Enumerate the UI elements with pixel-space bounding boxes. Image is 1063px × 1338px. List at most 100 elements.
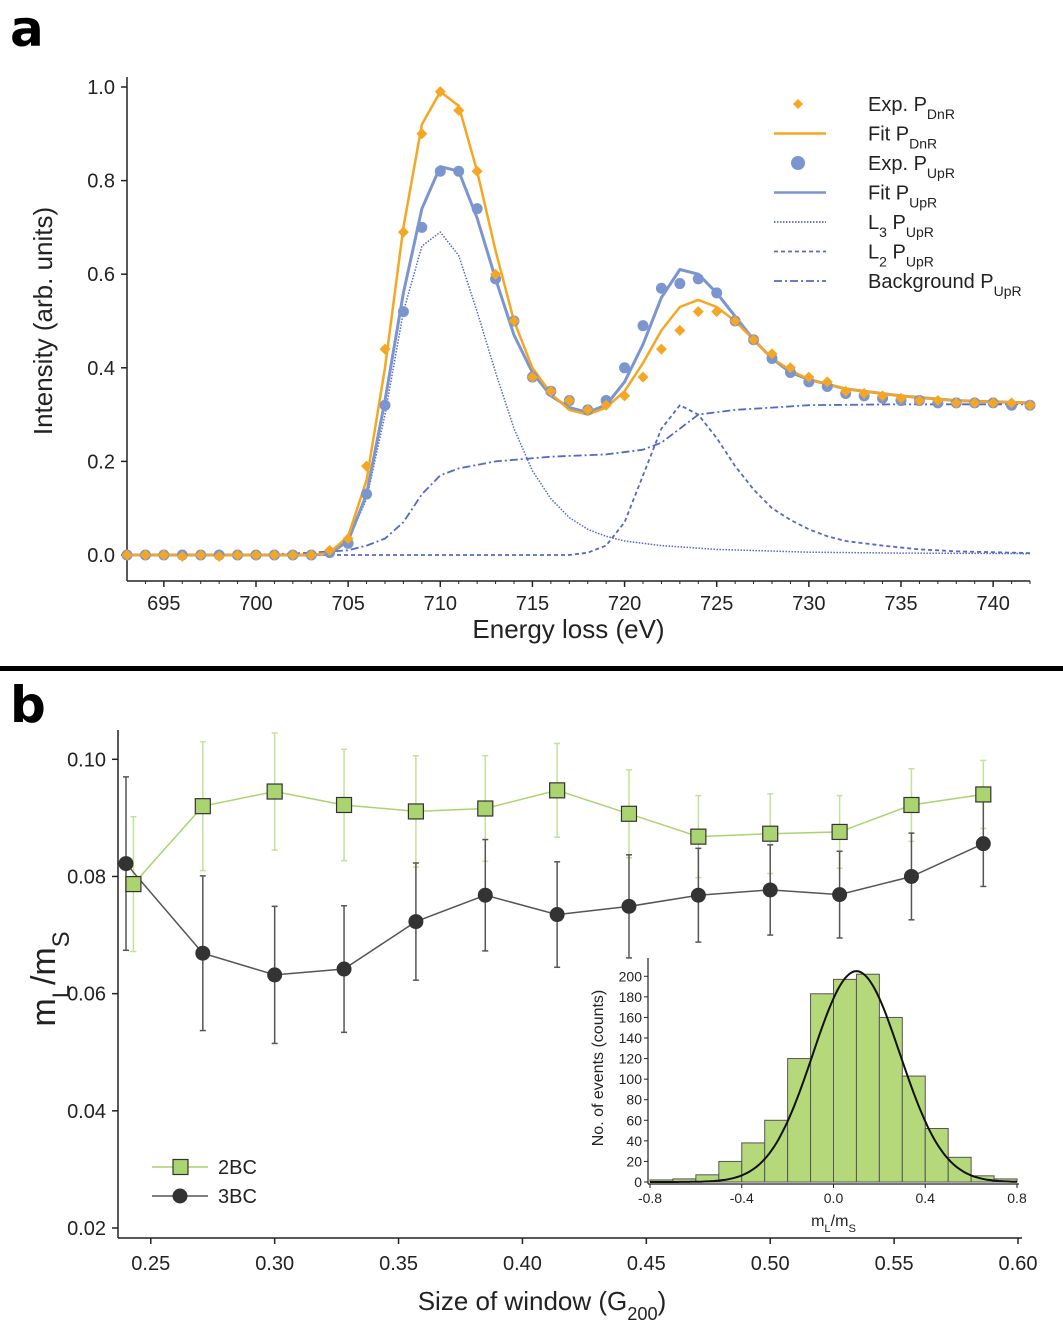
panel-b-point-3bc bbox=[762, 882, 778, 898]
panel-a-point-exp-dnr bbox=[379, 343, 391, 355]
panel-a-point-exp-dnr bbox=[932, 395, 944, 407]
panel-a-point-exp-dnr bbox=[158, 549, 170, 561]
panel-a-point-exp-dnr bbox=[748, 334, 760, 346]
panel-b-point-2bc bbox=[407, 803, 424, 820]
panel-a-x-tick-label: 725 bbox=[700, 593, 733, 615]
panel-b-x-axis-title-part: 200 bbox=[627, 1304, 657, 1324]
panel-a-x-tick-label: 740 bbox=[976, 593, 1009, 615]
panel-b-point-3bc bbox=[621, 898, 637, 914]
panel-a-point-exp-dnr bbox=[287, 549, 299, 561]
legend-a-entry: Fit PUpR bbox=[868, 183, 937, 211]
panel-b-point-3bc bbox=[408, 914, 424, 930]
panel-b-y-tick-label: 0.08 bbox=[67, 866, 106, 888]
inset-x-tick-label: -0.4 bbox=[730, 1190, 754, 1206]
panel-b-inset-histogram: 0 20 40 60 80 100 120 140 160 180 200 -0.8 -0.4 0.0 0.… bbox=[590, 956, 1027, 1235]
panel-a-y-tick-label: 0.6 bbox=[87, 264, 115, 286]
panel-b-x-tick-label: 0.50 bbox=[751, 1253, 790, 1275]
panel-b-point-2bc bbox=[125, 875, 142, 893]
panel-a-point-exp-dnr bbox=[361, 460, 373, 472]
inset-histogram-bar bbox=[878, 1016, 903, 1183]
panel-b-point-2bc bbox=[620, 805, 638, 822]
panel-a-y-tick-label: 0.2 bbox=[87, 451, 115, 473]
panel-a-x-tick-label: 720 bbox=[608, 593, 641, 615]
panel-b-x-axis-title: Size of window (G200) bbox=[418, 1286, 667, 1324]
inset-histogram-bar bbox=[855, 973, 880, 1183]
panel-a-point-exp-dnr bbox=[434, 86, 446, 98]
panel-b-point-2bc bbox=[549, 782, 566, 799]
inset-x-tick-label: 0.0 bbox=[824, 1190, 844, 1206]
panel-b-y-axis-title-part: /m bbox=[25, 947, 63, 985]
inset-y-tick-label: 200 bbox=[619, 968, 643, 984]
panel-a-series-background-p-upr bbox=[127, 403, 1030, 556]
panel-a-x-tick-label: 700 bbox=[239, 593, 272, 615]
inset-y-tick-label: 60 bbox=[626, 1112, 642, 1128]
panel-a-point-exp-dnr bbox=[655, 343, 667, 355]
panel-a-point-exp-dnr bbox=[139, 549, 151, 561]
inset-histogram-bar bbox=[833, 978, 857, 1183]
panel-b-chart: 0.020.040.060.080.100.25 0.30 0.35 0.40 0.45… bbox=[25, 730, 1037, 1324]
panel-b-x-tick-label: 0.30 bbox=[255, 1253, 294, 1275]
panel-a-point-exp-dnr bbox=[397, 226, 409, 238]
inset-y-tick-label: 0 bbox=[634, 1174, 642, 1190]
legend-a-entry-part: UpR bbox=[906, 224, 934, 240]
legend-a-entry-part: L bbox=[868, 212, 879, 234]
inset-x-tick-label: 0.4 bbox=[916, 1190, 936, 1206]
panel-b-point-3bc bbox=[549, 907, 565, 923]
legend-b-swatch-marker bbox=[172, 1158, 189, 1176]
panel-a-point-exp-dnr bbox=[711, 306, 723, 318]
panel-a-point-exp-upr bbox=[471, 203, 483, 215]
panel-a-point-exp-dnr bbox=[729, 315, 741, 327]
panel-b-point-2bc bbox=[194, 798, 211, 815]
panel-b-point-3bc bbox=[267, 967, 283, 983]
panel-a-x-axis-title: Energy loss (eV) bbox=[472, 614, 664, 644]
legend-b-swatch-marker bbox=[172, 1188, 188, 1204]
panel-a-point-exp-dnr bbox=[195, 549, 207, 561]
panel-b-label: b bbox=[10, 676, 46, 734]
panel-b-point-2bc bbox=[975, 786, 992, 803]
inset-y-tick-label: 160 bbox=[619, 1009, 643, 1025]
legend-a-entry-part: P bbox=[887, 242, 906, 264]
panel-a-point-exp-upr bbox=[397, 306, 409, 318]
panel-a-x-tick-label: 730 bbox=[792, 593, 825, 615]
panel-a-point-exp-dnr bbox=[342, 533, 354, 545]
inset-histogram-bar bbox=[924, 1128, 949, 1183]
panel-a-point-exp-dnr bbox=[784, 362, 796, 374]
legend-a-entry-part: UpR bbox=[909, 195, 937, 211]
inset-histogram-bar bbox=[787, 1058, 812, 1183]
legend-a-swatch bbox=[793, 99, 803, 109]
panel-a-point-exp-dnr bbox=[969, 397, 981, 409]
panel-a-point-exp-upr bbox=[434, 165, 446, 177]
panel-b-point-3bc bbox=[903, 868, 919, 884]
legend-a-entry-part: 3 bbox=[879, 224, 887, 240]
panel-b-y-tick-label: 0.04 bbox=[67, 1101, 106, 1123]
panel-a-point-exp-dnr bbox=[600, 399, 612, 411]
inset-y-tick-label: 80 bbox=[626, 1092, 642, 1108]
panel-a-point-exp-upr bbox=[453, 165, 465, 177]
panel-a-point-exp-dnr bbox=[877, 390, 889, 402]
panel-a-point-exp-dnr bbox=[692, 306, 704, 318]
panel-a-y-tick-label: 0.4 bbox=[87, 358, 115, 380]
inset-x-axis-title: mL/mS bbox=[811, 1213, 856, 1235]
legend-a-entry-part: UpR bbox=[927, 165, 955, 181]
panel-a-point-exp-dnr bbox=[1024, 399, 1036, 411]
panel-b-x-tick-label: 0.55 bbox=[875, 1253, 914, 1275]
legend-a-entry-part: Exp. P bbox=[868, 94, 927, 116]
panel-b-y-axis-title: mL/mS bbox=[25, 931, 75, 1026]
panel-a-y-tick-label: 0.0 bbox=[87, 545, 115, 567]
panel-b-x-axis-title-part: ) bbox=[658, 1286, 667, 1316]
panel-b-point-2bc bbox=[335, 796, 353, 814]
legend-a-entry-part: DnR bbox=[927, 106, 955, 122]
panel-a-point-exp-dnr bbox=[471, 165, 483, 177]
panel-b-point-3bc bbox=[690, 887, 706, 903]
panel-b-y-tick-label: 0.10 bbox=[67, 749, 106, 771]
legend-a-entry: Fit PDnR bbox=[868, 124, 937, 152]
panel-separator bbox=[0, 666, 1063, 671]
panel-a-point-exp-dnr bbox=[895, 392, 907, 404]
panel-a-point-exp-dnr bbox=[766, 348, 778, 360]
legend-a-entry: L3 PUpR bbox=[868, 212, 934, 240]
panel-b-y-axis-title-part: S bbox=[48, 931, 75, 947]
inset-x-axis-title-part: /m bbox=[831, 1213, 849, 1230]
inset-y-tick-label: 180 bbox=[619, 989, 643, 1005]
panel-a-point-exp-dnr bbox=[1006, 397, 1018, 409]
